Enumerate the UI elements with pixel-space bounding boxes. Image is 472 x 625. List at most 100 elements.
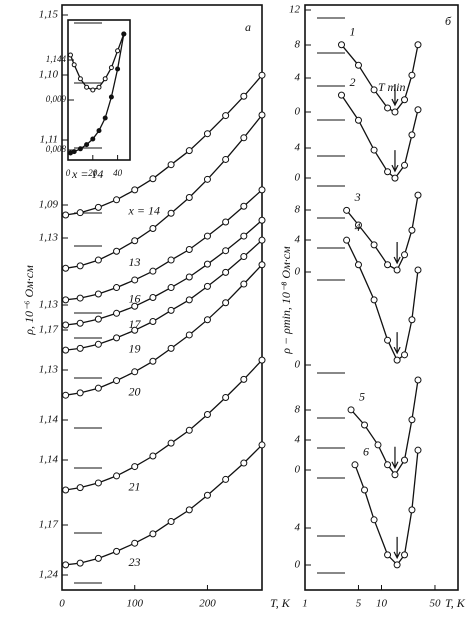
point (115, 66, 121, 72)
point (71, 62, 77, 68)
point (62, 264, 70, 272)
point (361, 421, 369, 429)
x-axis-label: T, K (445, 596, 466, 610)
point (240, 253, 248, 261)
y-label: 0,008 (46, 144, 67, 154)
point (401, 551, 409, 559)
point (113, 309, 121, 317)
point (222, 268, 230, 276)
y-axis-label: ρ − ρmin, 10⁻⁸ Ом·см (279, 246, 293, 355)
point (414, 41, 422, 49)
y-label: 1,144 (46, 54, 67, 64)
point (203, 260, 211, 268)
point (131, 276, 139, 284)
point (149, 452, 157, 460)
curve-label: 2 (349, 75, 355, 89)
point (185, 246, 193, 254)
point (351, 461, 359, 469)
curve (65, 219, 263, 326)
point (131, 368, 139, 376)
curve (65, 359, 263, 491)
point (203, 411, 211, 418)
y-label: 4 (295, 142, 301, 154)
x-tick-label: 10 (376, 598, 388, 610)
point (370, 86, 378, 94)
point (354, 61, 362, 69)
point (90, 136, 96, 142)
y-label: 1,13 (39, 364, 59, 376)
point (393, 356, 401, 364)
point (94, 384, 102, 392)
point (167, 439, 175, 447)
x-tick-label: 20 (88, 168, 98, 178)
point (84, 142, 90, 148)
y-label: 0 (295, 172, 301, 184)
point (102, 76, 108, 82)
y-label: 4 (295, 72, 301, 84)
y-label: 1,24 (39, 569, 59, 581)
point (77, 146, 83, 152)
left-frame (61, 4, 263, 591)
point (62, 486, 70, 494)
point (185, 426, 193, 434)
point (391, 108, 399, 116)
point (374, 441, 382, 449)
point (240, 375, 248, 383)
curve (65, 264, 263, 396)
point (354, 221, 362, 229)
point (113, 247, 121, 255)
curve-label: x = 14 (128, 204, 160, 218)
point (94, 340, 102, 348)
curve (346, 239, 419, 362)
point (131, 326, 139, 334)
point (222, 112, 230, 120)
point (203, 232, 211, 240)
point (222, 394, 230, 402)
point (76, 484, 84, 492)
curve-label: 23 (129, 555, 141, 569)
point (222, 155, 230, 163)
point (203, 491, 211, 499)
point (347, 406, 355, 414)
point (167, 161, 175, 169)
point (149, 317, 157, 325)
y-label: 4 (295, 434, 301, 446)
point (414, 446, 422, 454)
point (401, 351, 409, 359)
point (113, 334, 121, 342)
point (240, 280, 248, 288)
panel-label: б (445, 14, 452, 28)
point (131, 186, 139, 194)
point (384, 261, 392, 269)
tmin-arrow (393, 536, 401, 560)
y-label: 0,009 (46, 94, 67, 104)
y-label: 1,09 (39, 199, 59, 211)
point (240, 92, 248, 100)
point (222, 247, 230, 255)
point (391, 174, 399, 182)
curve (354, 450, 419, 566)
point (149, 294, 157, 301)
point (167, 209, 175, 217)
point (203, 316, 211, 324)
point (185, 193, 193, 201)
y-label: 8 (295, 39, 301, 51)
curve-label: 16 (129, 291, 141, 305)
point (408, 416, 416, 424)
point (113, 196, 121, 204)
tmin-arrow (391, 84, 399, 107)
curve-label: 1 (349, 25, 355, 39)
point (121, 31, 127, 37)
point (258, 71, 266, 79)
tmin-arrow (391, 150, 399, 173)
point (370, 146, 378, 154)
point (113, 547, 121, 555)
point (384, 461, 392, 469)
point (62, 391, 70, 399)
point (113, 377, 121, 385)
point (222, 299, 230, 307)
point (203, 130, 211, 138)
point (240, 202, 248, 210)
point (76, 319, 84, 327)
curve (70, 33, 125, 154)
